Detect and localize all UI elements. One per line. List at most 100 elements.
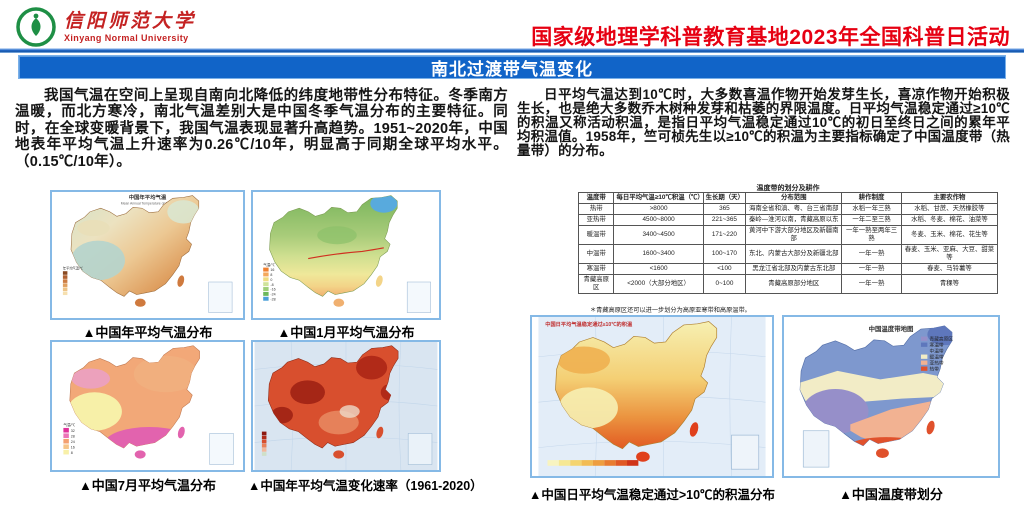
table-cell: 春麦、玉米、亚麻、大豆、甜菜等 <box>900 244 999 264</box>
table-row: 热带 >8000 365 海南全省和滇、粤、台三省南部 水稻一年三熟 水稻、甘蔗、天然橡胶… <box>577 203 999 215</box>
table-cell: 一年二至三熟 <box>841 214 902 226</box>
svg-text:-16: -16 <box>270 288 275 292</box>
table-title: 温度带的划分及耕作 <box>756 185 820 192</box>
svg-text:热带: 热带 <box>930 366 940 373</box>
svg-text:28: 28 <box>71 434 75 438</box>
slide-title: 南北过渡带气温变化 <box>431 59 593 79</box>
table-cell: 一年一熟至两年三熟 <box>841 225 902 245</box>
table-cell: 东北、内蒙古大部分及新疆北部 <box>745 244 843 264</box>
table-cell: 水稻、冬麦、棉花、油菜等 <box>900 214 999 226</box>
table-cell: 黄河中下游大部分地区及新疆南部 <box>745 225 843 245</box>
map-january-legend: 气温/℃ 16 8 0 -8 -16 -24 -28 <box>263 262 276 301</box>
map-trend-legend <box>261 431 267 456</box>
table-row: 暖温带 3400~4500 171~220 黄河中下游大部分地区及新疆南部 一年一熟至两… <box>577 225 999 245</box>
caption-annual: ▲中国年平均气温分布 <box>82 325 213 340</box>
table-note: ＊青藏高原区还可以进一步划分为高原亚寒带和高原温带。 <box>590 307 751 314</box>
map-accum-title: 中国日平均气温稳定通过≥10℃的积温 <box>545 320 633 328</box>
table-cell: 1600~3400 <box>613 244 704 264</box>
table-cell: 221~365 <box>702 214 747 226</box>
table-cell: 一年一熟 <box>841 274 902 294</box>
map-zones-title: 中国温度带地图 <box>869 324 914 333</box>
caption-accum: ▲中国日平均气温稳定通过>10℃的积温分布 <box>528 488 776 502</box>
table-header-row: 温度带 每日平均气温≥10℃积温（℃） 生长期（天） 分布范围 耕作制度 主要农作物 <box>577 192 999 204</box>
svg-text:16: 16 <box>71 445 75 449</box>
table-row: 寒温带 <1600 <100 黑龙江省北部及内蒙古东北部 一年一熟 春麦、马铃薯等 <box>577 263 999 275</box>
table-row: 亚热带 4500~8000 221~365 秦岭—淮河以南，青藏高原以东 一年二至三熟水… <box>577 214 999 226</box>
table-header-cell: 分布范围 <box>745 192 843 204</box>
svg-text:-28: -28 <box>270 297 275 301</box>
table-cell: 黑龙江省北部及内蒙古东北部 <box>745 263 843 275</box>
map-july-temperature: 气温/℃ 32 28 24 16 8 <box>50 340 245 472</box>
table-cell: 水稻、甘蔗、天然橡胶等 <box>900 203 999 215</box>
zones-table: 温度带 每日平均气温≥10℃积温（℃） 生长期（天） 分布范围 耕作制度 主要农作物 热带… <box>577 192 999 294</box>
map-temperature-zones: 中国温度带地图 青藏高原区 寒温带 中温带 暖温带 亚热带 热带 <box>782 315 1000 478</box>
header-divider <box>0 48 1024 53</box>
map-july-legend: 气温/℃ 32 28 24 16 8 <box>63 422 76 455</box>
table-cell: 4500~8000 <box>613 214 704 226</box>
header-logo-group: 信阳师范大学 Xinyang Normal University <box>16 5 196 49</box>
map-annual-title-en: Mean Annual Temperature of China <box>121 202 175 206</box>
right-paragraph: 日平均气温达到10℃时，大多数喜温作物开始发芽生长，喜凉作物开始积极生长，也是绝… <box>517 87 1010 158</box>
table-cell: 一年一熟 <box>841 244 902 264</box>
table-row: 青藏高原区 <2000（大部分地区） 0~100 青藏高原部分地区 一年一熟 青稞等 <box>577 274 999 294</box>
sea-inset <box>406 281 431 313</box>
table-header-cell: 耕作制度 <box>841 192 902 204</box>
table-cell: 青稞等 <box>900 274 999 294</box>
svg-text:气温/℃: 气温/℃ <box>63 422 75 427</box>
svg-text:8: 8 <box>270 273 272 277</box>
caption-zones: ▲中国温度带划分 <box>839 487 943 502</box>
svg-text:中温带: 中温带 <box>930 348 944 355</box>
svg-text:24: 24 <box>71 440 75 444</box>
qinling-huaihe-line <box>308 247 384 260</box>
university-emblem-icon <box>16 7 56 47</box>
table-cell: 寒温带 <box>577 263 615 275</box>
table-cell: 青藏高原部分地区 <box>745 274 843 294</box>
hainan-island <box>134 298 146 307</box>
table-cell: 青藏高原区 <box>577 274 615 294</box>
table-cell: 3400~4500 <box>613 225 704 245</box>
table-cell: 一年一熟 <box>841 263 902 275</box>
svg-text:气温/℃: 气温/℃ <box>263 262 275 267</box>
map-accumulated-temperature: 中国日平均气温稳定通过≥10℃的积温 <box>530 315 774 478</box>
svg-text:-24: -24 <box>270 293 275 297</box>
sea-inset <box>209 433 234 465</box>
table-header-cell: 主要农作物 <box>900 192 999 204</box>
svg-text:32: 32 <box>71 429 75 433</box>
map-annual-legend: 年平均气温/℃ <box>62 265 84 296</box>
map-annual-title-cn: 中国年平均气温 <box>129 193 167 201</box>
table-cell: 水稻一年三熟 <box>841 203 902 215</box>
table-cell: 171~220 <box>702 225 747 245</box>
sea-inset <box>208 281 233 313</box>
map-annual-mean-temperature: 中国年平均气温 Mean Annual Temperature of China… <box>50 190 245 320</box>
table-cell: 亚热带 <box>577 214 615 226</box>
map-accum-colorbar <box>547 460 639 466</box>
table-cell: <2000（大部分地区） <box>613 274 704 294</box>
svg-text:8: 8 <box>71 451 73 455</box>
caption-trend: ▲中国年平均气温变化速率（1961-2020） <box>248 479 483 493</box>
svg-text:16: 16 <box>270 268 274 272</box>
table-cell: 秦岭—淮河以南，青藏高原以东 <box>745 214 843 226</box>
table-cell: <100 <box>702 263 747 275</box>
table-cell: >8000 <box>613 203 704 215</box>
table-body: 热带 >8000 365 海南全省和滇、粤、台三省南部 水稻一年三熟 水稻、甘蔗、天然橡胶… <box>577 203 999 294</box>
table-head: 温度带 每日平均气温≥10℃积温（℃） 生长期（天） 分布范围 耕作制度 主要农作物 <box>577 192 999 204</box>
taiwan-island <box>177 275 185 287</box>
event-title: 国家级地理学科普教育基地2023年全国科普日活动 <box>531 26 1010 49</box>
left-paragraph: 我国气温在空间上呈现自南向北降低的纬度地带性分布特征。冬季南方温暖，而北方寒冷，… <box>15 88 508 170</box>
table-header-cell: 每日平均气温≥10℃积温（℃） <box>613 192 704 204</box>
sea-inset <box>731 434 760 470</box>
sea-inset <box>407 433 433 465</box>
university-name-cn: 信阳师范大学 <box>64 11 197 32</box>
table-cell: 热带 <box>577 203 615 215</box>
table-cell: 暖温带 <box>577 225 615 245</box>
caption-july: ▲中国7月平均气温分布 <box>78 478 217 493</box>
svg-text:-8: -8 <box>270 283 273 287</box>
svg-text:亚热带: 亚热带 <box>930 360 944 367</box>
map-warming-rate <box>251 340 441 472</box>
svg-text:年平均气温/℃: 年平均气温/℃ <box>63 265 84 270</box>
university-name-en: Xinyang Normal University <box>64 33 189 43</box>
map-zones-legend: 青藏高原区 寒温带 中温带 暖温带 亚热带 热带 <box>920 336 954 373</box>
map-january-temperature: 气温/℃ 16 8 0 -8 -16 -24 -28 <box>251 190 441 320</box>
svg-text:青藏高原区: 青藏高原区 <box>930 336 954 343</box>
table-cell: 365 <box>702 203 747 215</box>
